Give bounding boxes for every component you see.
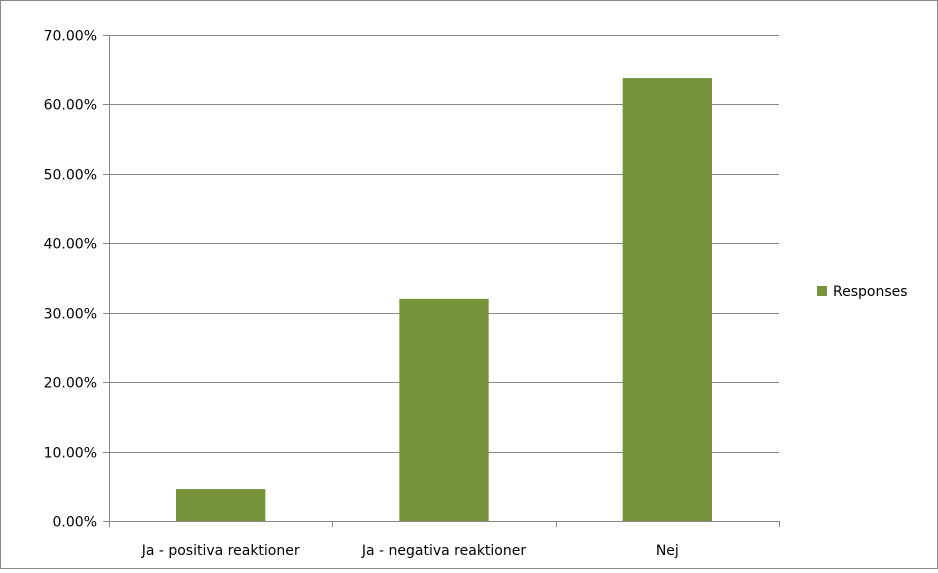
legend: Responses bbox=[817, 284, 908, 300]
y-tick-label: 60.00% bbox=[44, 98, 97, 114]
x-tick-label: Ja - positiva reaktioner bbox=[141, 543, 300, 559]
axes bbox=[103, 35, 780, 527]
y-tick-label: 40.00% bbox=[44, 237, 97, 253]
y-tick-label: 10.00% bbox=[44, 446, 97, 462]
y-tick-label: 0.00% bbox=[53, 515, 97, 531]
x-tick-label: Ja - negativa reaktioner bbox=[361, 543, 526, 559]
x-tick-labels: Ja - positiva reaktioner Ja - negativa re… bbox=[141, 543, 679, 559]
y-tick-label: 30.00% bbox=[44, 307, 97, 323]
y-tick-label: 20.00% bbox=[44, 376, 97, 392]
bar-2 bbox=[399, 298, 489, 521]
x-tick-label: Nej bbox=[656, 543, 679, 559]
bar-1 bbox=[176, 489, 266, 521]
legend-swatch bbox=[817, 286, 827, 296]
bars bbox=[176, 78, 712, 521]
bar-3 bbox=[622, 78, 712, 521]
legend-label: Responses bbox=[833, 284, 908, 300]
y-tick-label: 50.00% bbox=[44, 168, 97, 184]
y-tick-labels: 0.00% 10.00% 20.00% 30.00% 40.00% 50.00% 60.00… bbox=[44, 29, 97, 531]
y-tick-label: 70.00% bbox=[44, 29, 97, 45]
